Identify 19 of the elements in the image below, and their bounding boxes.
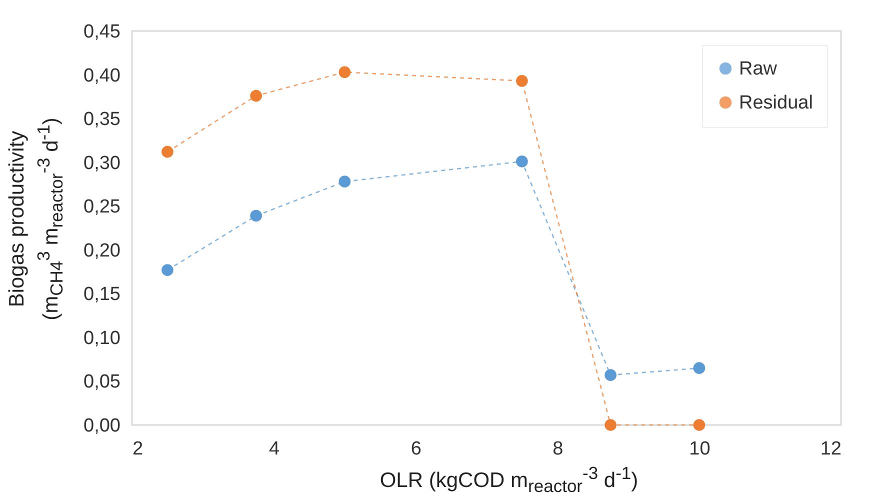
x-axis-title: OLR (kgCOD m$_{reactor}$$^{-3}$ d$^{-1}$) — [380, 463, 638, 498]
x-tick-label: 10 — [689, 438, 710, 460]
y-tick-label: 0,15 — [84, 284, 120, 306]
x-tick-label: 12 — [820, 438, 842, 460]
y-tick-label: 0,30 — [84, 152, 120, 174]
y-tick-label: 0,20 — [84, 240, 120, 262]
x-tick-label: 4 — [269, 438, 280, 460]
y-tick-label: 0,40 — [84, 65, 120, 86]
y-tick-label: 0,05 — [84, 372, 120, 393]
y-tick-label: 0,10 — [84, 328, 120, 349]
y-tick-label: 0,25 — [84, 196, 120, 218]
x-tick-label: 8 — [552, 438, 564, 460]
legend-label: Raw — [739, 58, 778, 80]
legend-label: Residual — [739, 92, 813, 114]
y-tick-label: 0,00 — [84, 416, 120, 436]
x-tick-label: 2 — [132, 438, 144, 460]
x-tick-label: 6 — [410, 438, 422, 460]
y-tick-label: 0,45 — [84, 22, 120, 42]
y-tick-label: 0,35 — [84, 109, 120, 130]
